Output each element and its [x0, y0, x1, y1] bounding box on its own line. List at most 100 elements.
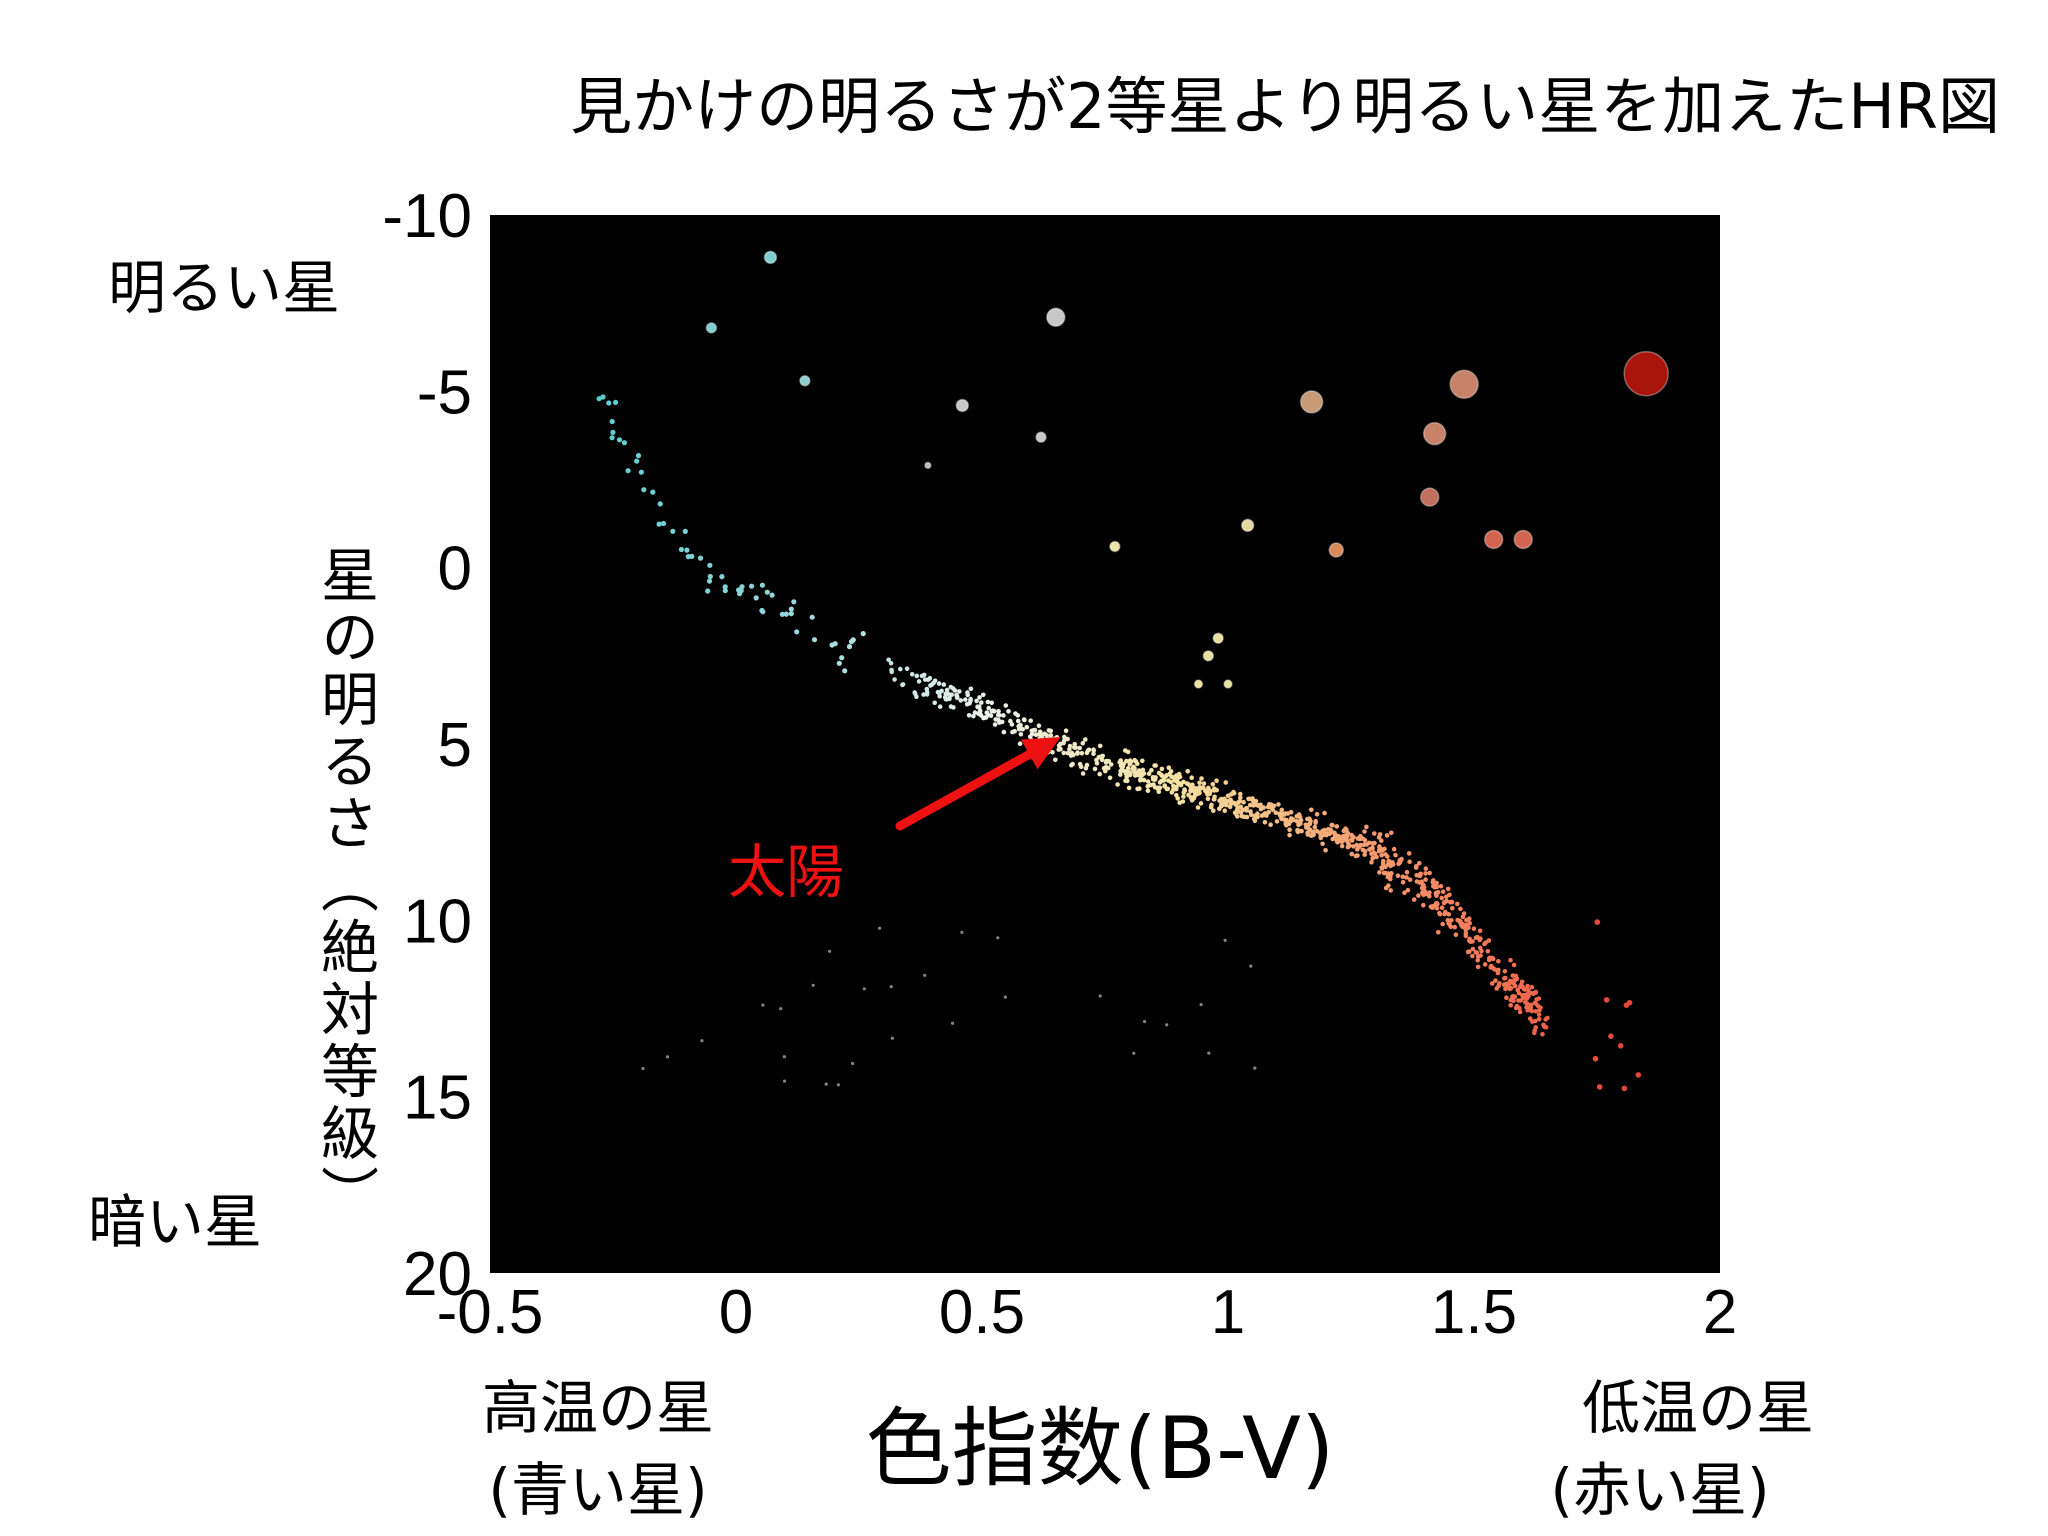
star-point: [1489, 981, 1495, 986]
star-point: [753, 595, 759, 601]
star-point: [1533, 1009, 1539, 1014]
star-point: [788, 606, 794, 612]
star-point: [1379, 853, 1384, 858]
star-point: [927, 675, 933, 681]
star-point: [1198, 801, 1204, 806]
star-point: [1444, 898, 1449, 904]
star-point: [1094, 761, 1100, 766]
star-point: [722, 588, 728, 594]
star-point: [635, 453, 642, 459]
giant-star-point: [1422, 421, 1447, 446]
star-point: [1132, 1051, 1136, 1055]
star-point: [965, 690, 970, 695]
star-point: [1253, 1066, 1257, 1070]
star-point: [1145, 788, 1151, 793]
star-point: [1397, 860, 1403, 865]
star-point: [1364, 824, 1369, 830]
star-point: [1534, 997, 1539, 1002]
star-point: [1037, 729, 1043, 735]
star-point: [1285, 821, 1290, 826]
star-point: [1533, 990, 1538, 996]
star-point: [1181, 794, 1186, 799]
star-point: [949, 692, 954, 697]
star-point: [1083, 737, 1088, 742]
star-point: [1165, 786, 1171, 792]
x-tick-label: -0.5: [437, 1278, 544, 1347]
star-point: [936, 681, 942, 686]
star-point: [941, 682, 947, 687]
star-point: [862, 987, 866, 991]
star-point: [1244, 814, 1250, 820]
star-point: [921, 692, 926, 697]
x-tick-label: 1: [1211, 1278, 1245, 1347]
star-point: [1414, 879, 1420, 884]
star-point: [764, 589, 770, 595]
star-point: [1006, 709, 1011, 714]
star-point: [609, 435, 615, 441]
star-point: [1502, 969, 1508, 974]
star-point: [1118, 772, 1123, 777]
star-point: [705, 588, 711, 594]
star-point: [890, 1036, 895, 1040]
star-point: [1029, 731, 1035, 737]
star-point: [782, 1055, 786, 1059]
star-point: [1084, 750, 1090, 756]
star-point: [1334, 824, 1340, 829]
star-point: [610, 429, 616, 435]
star-point: [1141, 771, 1147, 776]
star-point: [964, 701, 970, 707]
star-point: [1391, 846, 1397, 852]
star-point: [1406, 851, 1412, 856]
star-point: [1223, 938, 1227, 943]
star-point: [900, 682, 906, 687]
star-point: [1208, 805, 1214, 810]
star-point: [1091, 747, 1096, 752]
star-point: [1196, 788, 1202, 793]
star-point: [1063, 728, 1069, 733]
star-point: [1132, 769, 1137, 775]
star-point: [1527, 1016, 1533, 1021]
star-point: [1135, 786, 1140, 792]
star-point: [1449, 899, 1455, 905]
star-point: [1241, 799, 1246, 805]
star-point: [650, 489, 656, 495]
star-point: [706, 578, 713, 584]
star-point: [1159, 778, 1164, 784]
star-point: [1207, 791, 1212, 797]
star-point: [1145, 779, 1151, 784]
star-point: [1343, 834, 1348, 840]
star-point: [1596, 1084, 1603, 1090]
x-tick-label: 0: [719, 1278, 753, 1347]
star-point: [811, 637, 818, 643]
star-point: [1181, 779, 1186, 785]
star-point: [1077, 745, 1082, 751]
star-point: [1096, 755, 1102, 760]
star-point: [984, 710, 990, 716]
star-point: [1097, 743, 1103, 749]
star-point: [1427, 890, 1432, 895]
star-point: [1371, 850, 1377, 855]
star-point: [922, 677, 928, 682]
star-point: [1594, 919, 1601, 925]
star-point: [850, 637, 856, 643]
star-point: [1369, 859, 1374, 865]
star-point: [1351, 835, 1356, 840]
star-point: [1329, 822, 1334, 828]
star-point: [761, 1003, 765, 1007]
star-point: [992, 722, 998, 727]
giant-star-point: [1193, 679, 1204, 689]
star-point: [963, 697, 968, 702]
star-point: [1323, 847, 1328, 853]
star-point: [1357, 844, 1362, 850]
star-point: [1510, 973, 1516, 978]
y-tick-label: -5: [417, 358, 472, 427]
star-point: [1238, 795, 1243, 800]
star-point: [1532, 1030, 1537, 1036]
star-point: [1288, 809, 1294, 815]
star-point: [1543, 1017, 1548, 1022]
star-point: [1061, 750, 1067, 756]
star-point: [1477, 945, 1483, 951]
star-point: [1320, 841, 1325, 847]
star-point: [1431, 903, 1436, 909]
star-point: [1542, 1024, 1547, 1030]
